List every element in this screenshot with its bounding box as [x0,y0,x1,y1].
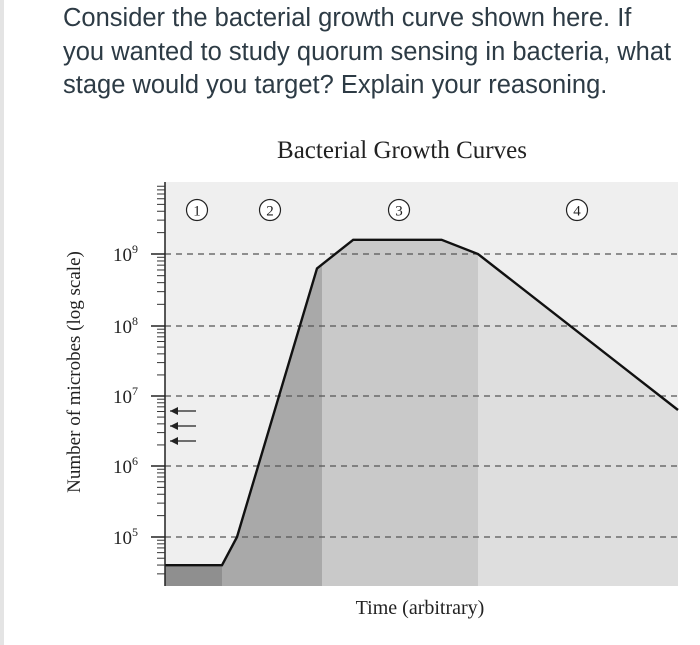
phase-region-4 [478,254,678,586]
phase-marker-label-1: 1 [193,204,201,220]
phase-marker-1 [185,198,209,222]
growth-curve-line [165,238,679,567]
question-text: Consider the bacterial growth curve show… [63,4,672,99]
y-tick-label-1e7: 107 [113,384,138,408]
y-axis-label: Number of microbes (log scale) [64,251,85,493]
y-tick-label-1e8: 108 [113,314,138,338]
chart-title: Bacterial Growth Curves [277,137,527,164]
phase-marker-2 [258,198,282,222]
left-border [0,0,4,645]
y-tick-label-1e6: 106 [113,454,138,478]
plot-area: 109 108 107 106 105 1 2 3 4 [113,182,679,587]
phase-region-1 [165,565,222,586]
indicator-arrow-head [170,437,178,445]
phase-marker-4 [565,198,589,222]
indicator-arrow-head [170,422,178,430]
phase-region-3 [322,239,478,587]
x-axis-label: Time (arbitrary) [356,597,485,619]
y-tick-label-1e9: 109 [113,242,138,266]
y-tick-label-1e5: 105 [113,525,138,549]
phase-marker-label-2: 2 [266,204,274,220]
phase-marker-label-4: 4 [573,204,581,220]
indicator-arrow-head [170,407,178,415]
phase-marker-3 [387,198,411,222]
phase-marker-label-3: 3 [395,204,403,220]
